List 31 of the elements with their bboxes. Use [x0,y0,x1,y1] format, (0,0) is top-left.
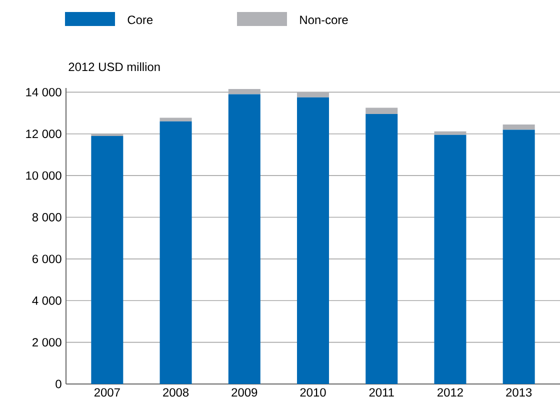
bar [502,130,535,384]
bar [228,94,260,384]
y-tick-label: 10 000 [26,171,62,180]
x-tick-label: 2011 [369,388,394,397]
x-tick-label: 2007 [94,388,120,397]
bar [434,131,466,135]
bar [228,89,260,94]
bar [297,92,330,98]
legend-label: Core [128,16,153,24]
bar [160,118,192,122]
x-tick-label: 2009 [232,388,258,397]
y-axis-title: 2012 USD million [68,62,160,72]
x-tick-label: 2008 [163,388,189,397]
bar [366,114,398,384]
bar [160,121,192,384]
y-tick-label: 8 000 [32,213,62,222]
bar [502,124,535,130]
y-tick-label: 12 000 [26,130,62,138]
x-tick-label: 2012 [438,388,463,397]
x-tick-label: 2013 [506,388,532,397]
bar [91,136,124,384]
y-tick-label: 4 000 [32,296,62,305]
y-tick-label: 14 000 [26,88,62,96]
bar [297,97,330,384]
legend-label: Non-core [300,16,348,24]
y-tick-label: 2 000 [32,338,62,347]
x-tick-label: 2010 [300,388,326,397]
y-tick-label: 6 000 [32,254,62,264]
bar [434,134,466,384]
y-tick-label: 0 [56,380,62,388]
bar [366,108,398,114]
